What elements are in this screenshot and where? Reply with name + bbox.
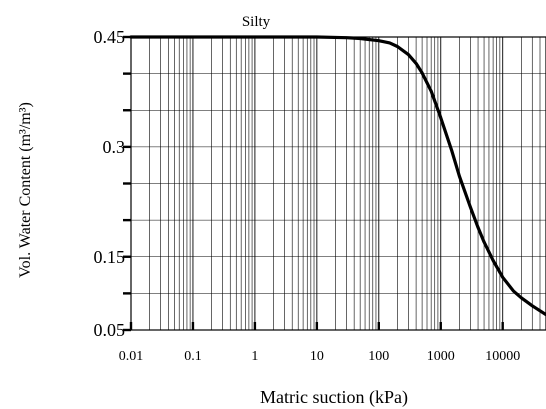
x-tick-label: 0.1 [184, 349, 202, 364]
x-tick-label: 1000 [427, 349, 455, 364]
y-tick-label: 0.45 [94, 27, 126, 47]
y-tick-label: 0.05 [94, 320, 126, 340]
y-axis-label: Vol. Water Content (m³/m³) [17, 102, 34, 278]
chart-title: Silty [242, 14, 271, 30]
x-tick-label: 1 [251, 349, 258, 364]
x-tick-label: 0.01 [119, 349, 144, 364]
x-axis-label: Matric suction (kPa) [260, 387, 408, 408]
y-tick-label: 0.3 [103, 137, 126, 157]
y-tick-label: 0.15 [94, 247, 126, 267]
x-tick-label: 10 [310, 349, 324, 364]
x-tick-label: 100 [368, 349, 389, 364]
x-tick-label: 10000 [485, 349, 520, 364]
tick-labels: 0.01 0.1 1 10 100 1000 10000 0.05 0.15 0.3 0.45 [94, 27, 521, 364]
grid-lines [131, 37, 546, 330]
